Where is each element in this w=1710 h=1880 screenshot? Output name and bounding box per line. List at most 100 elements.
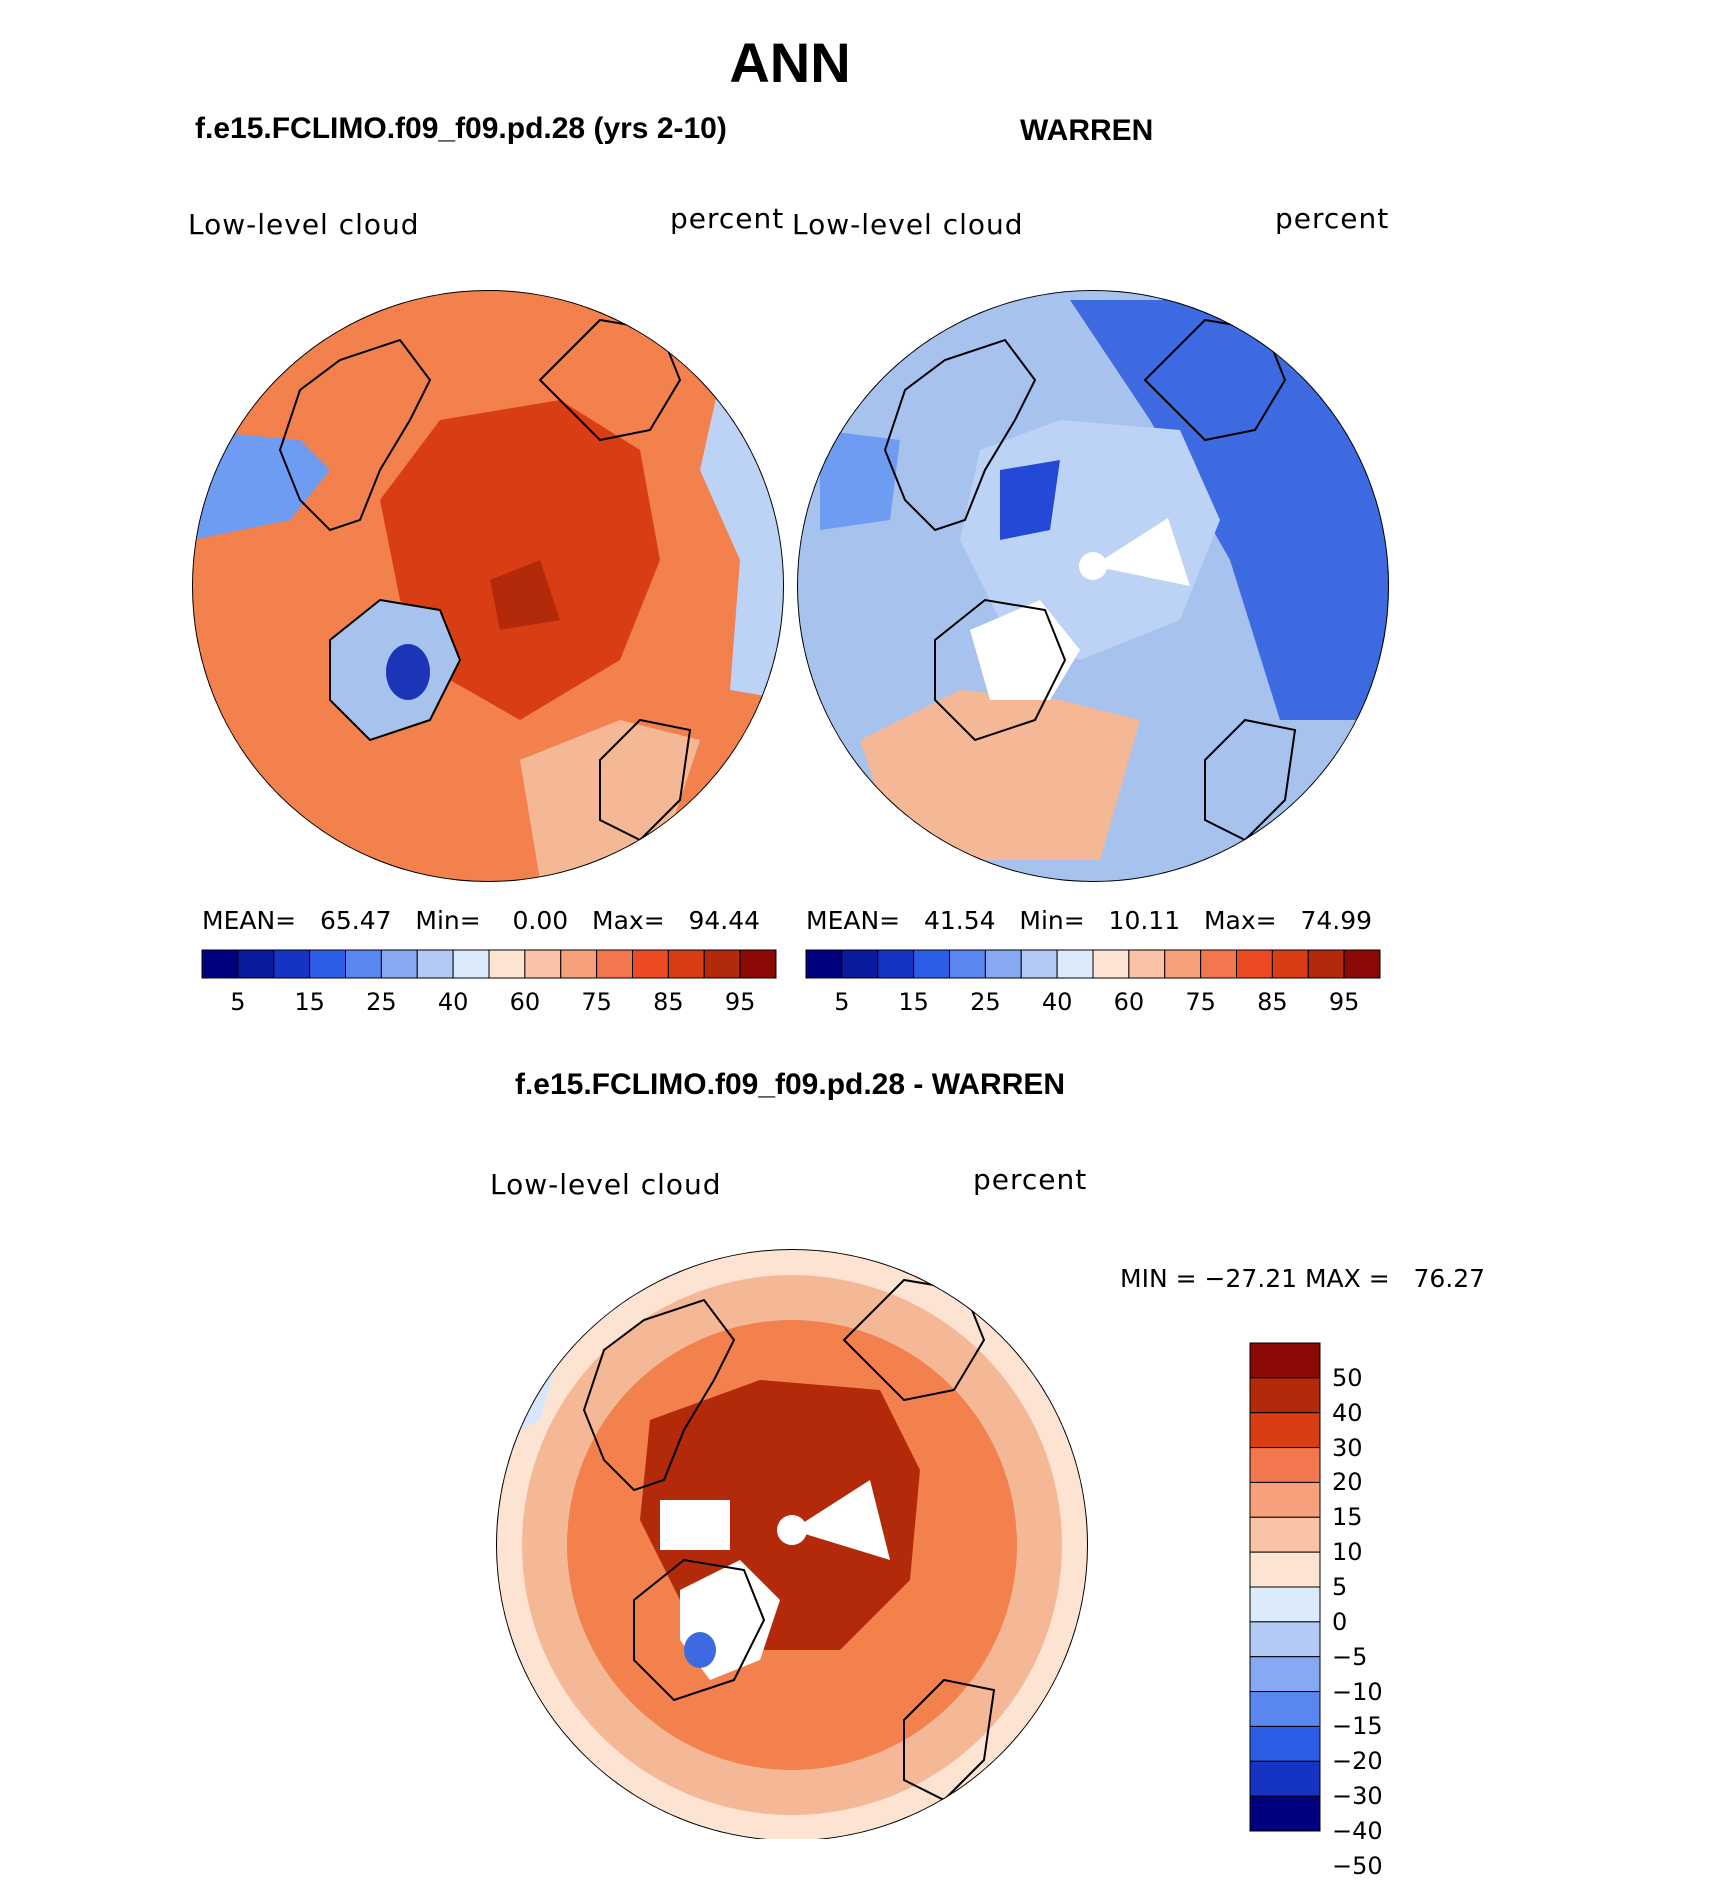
colorbar-swatch <box>1249 1760 1321 1797</box>
panel2-stats: MEAN= 41.54 Min= 10.11 Max= 74.99 <box>806 906 1373 935</box>
colorbar-tick-label: −20 <box>1332 1747 1383 1776</box>
colorbar-swatch <box>1249 1412 1321 1449</box>
colorbar-swatch <box>1249 1481 1321 1518</box>
colorbar-swatch <box>488 949 526 979</box>
colorbar-tick-label: 20 <box>1332 1468 1363 1497</box>
colorbar-tick-label: 30 <box>1332 1433 1363 1462</box>
colorbar-tick-label: −30 <box>1332 1782 1383 1811</box>
colorbar-tick-label: 40 <box>1041 988 1073 1016</box>
diff-missing-pole <box>777 1515 807 1545</box>
colorbar-tick-label: 40 <box>1332 1398 1363 1427</box>
panel1-variable-label: Low-level cloud <box>188 208 420 241</box>
diff-min-max: MIN = −27.21 MAX = 76.27 <box>1120 1264 1486 1293</box>
panel2-missing-wedge <box>1093 518 1190 586</box>
colorbar-swatch <box>984 949 1022 979</box>
colorbar-tick-label: 0 <box>1332 1607 1348 1636</box>
panel1-case-title: f.e15.FCLIMO.f09_f09.pd.28 (yrs 2-10) <box>195 112 727 145</box>
colorbar-tick-label: 50 <box>1332 1363 1363 1392</box>
colorbar-swatch <box>1092 949 1130 979</box>
colorbar-tick-label: 75 <box>1185 988 1216 1016</box>
colorbar-tick-label: −10 <box>1332 1677 1383 1706</box>
colorbar-tick-label: 60 <box>509 988 541 1016</box>
colorbar-swatch <box>703 949 741 979</box>
diff-missing-block <box>660 1500 730 1550</box>
colorbar-swatch <box>1128 949 1166 979</box>
colorbar-swatch <box>560 949 598 979</box>
panel2-colorbar <box>805 949 1381 979</box>
colorbar-swatch <box>805 949 843 979</box>
colorbar-tick-label: 5 <box>1332 1573 1348 1601</box>
panel1-west-band <box>192 430 330 540</box>
colorbar-swatch <box>1249 1621 1321 1658</box>
panel1-coastlines <box>278 318 692 842</box>
colorbar-swatch <box>273 949 311 979</box>
colorbar-swatch <box>201 949 239 979</box>
colorbar-tick-label: −50 <box>1332 1851 1383 1880</box>
colorbar-swatch <box>1249 1725 1321 1762</box>
panel2-map <box>797 290 1389 882</box>
colorbar-swatch <box>1343 949 1381 979</box>
colorbar-swatch <box>1249 1691 1321 1727</box>
colorbar-tick-label: 95 <box>724 988 756 1016</box>
colorbar-swatch <box>667 949 705 979</box>
colorbar-swatch <box>596 949 633 979</box>
colorbar-swatch <box>877 949 915 979</box>
diff-missing-wedge <box>792 1480 890 1560</box>
diff-coastlines <box>582 1278 996 1802</box>
colorbar-swatch <box>452 949 490 979</box>
colorbar-swatch <box>1020 949 1058 979</box>
colorbar-tick-label: 5 <box>230 988 246 1016</box>
panel1-units-label: percent <box>670 202 785 235</box>
diff-map <box>496 1249 1088 1839</box>
colorbar-swatch <box>632 949 669 979</box>
panel2-missing-pole <box>1079 552 1107 580</box>
colorbar-tick-label: 40 <box>437 988 469 1016</box>
colorbar-swatch <box>1164 949 1202 979</box>
colorbar-tick-label: 75 <box>581 988 612 1016</box>
panel1-greenland-core <box>386 644 430 700</box>
colorbar-swatch <box>309 949 346 979</box>
colorbar-swatch <box>841 949 879 979</box>
colorbar-swatch <box>949 949 986 979</box>
colorbar-swatch <box>1249 1586 1321 1623</box>
colorbar-swatch <box>1249 1795 1321 1832</box>
diff-title: f.e15.FCLIMO.f09_f09.pd.28 - WARREN <box>514 1068 1066 1101</box>
colorbar-swatch <box>237 949 275 979</box>
panel2-west-patch <box>820 430 900 530</box>
panel1-core <box>490 560 560 630</box>
colorbar-tick-label: 25 <box>970 988 1001 1016</box>
diff-colorbar <box>1249 1342 1321 1832</box>
colorbar-tick-label: −15 <box>1332 1712 1383 1741</box>
colorbar-swatch <box>739 949 777 979</box>
season-title: ANN <box>729 31 851 94</box>
panel1-colorbar <box>201 949 777 979</box>
colorbar-tick-label: 25 <box>366 988 397 1016</box>
map-canvas <box>192 290 1389 1839</box>
colorbar-tick-label: 15 <box>294 988 325 1016</box>
panel2-arctic-dark <box>1000 460 1060 540</box>
colorbar-swatch <box>1249 1377 1321 1414</box>
colorbar-swatch <box>380 949 418 979</box>
diff-units-label: percent <box>973 1163 1088 1196</box>
colorbar-tick-label: 95 <box>1328 988 1360 1016</box>
colorbar-swatch <box>524 949 562 979</box>
colorbar-swatch <box>1056 949 1094 979</box>
colorbar-swatch <box>1249 1551 1321 1588</box>
colorbar-tick-label: 5 <box>834 988 850 1016</box>
colorbar-tick-label: −5 <box>1332 1642 1368 1671</box>
colorbar-tick-label: 15 <box>898 988 929 1016</box>
colorbar-swatch <box>1271 949 1309 979</box>
colorbar-swatch <box>1200 949 1237 979</box>
colorbar-tick-label: 60 <box>1113 988 1145 1016</box>
panel2-coastlines <box>883 318 1297 842</box>
panel2-variable-label: Low-level cloud <box>792 208 1024 241</box>
colorbar-swatch <box>416 949 454 979</box>
colorbar-swatch <box>1249 1342 1321 1379</box>
colorbar-swatch <box>913 949 950 979</box>
colorbar-swatch <box>1236 949 1273 979</box>
panel2-units-label: percent <box>1275 202 1390 235</box>
panel2-pacific <box>1070 300 1389 720</box>
colorbar-tick-label: 85 <box>1257 988 1288 1016</box>
panel1-stats: MEAN= 65.47 Min= 0.00 Max= 94.44 <box>202 906 761 935</box>
diff-greenland-blue <box>684 1632 716 1668</box>
